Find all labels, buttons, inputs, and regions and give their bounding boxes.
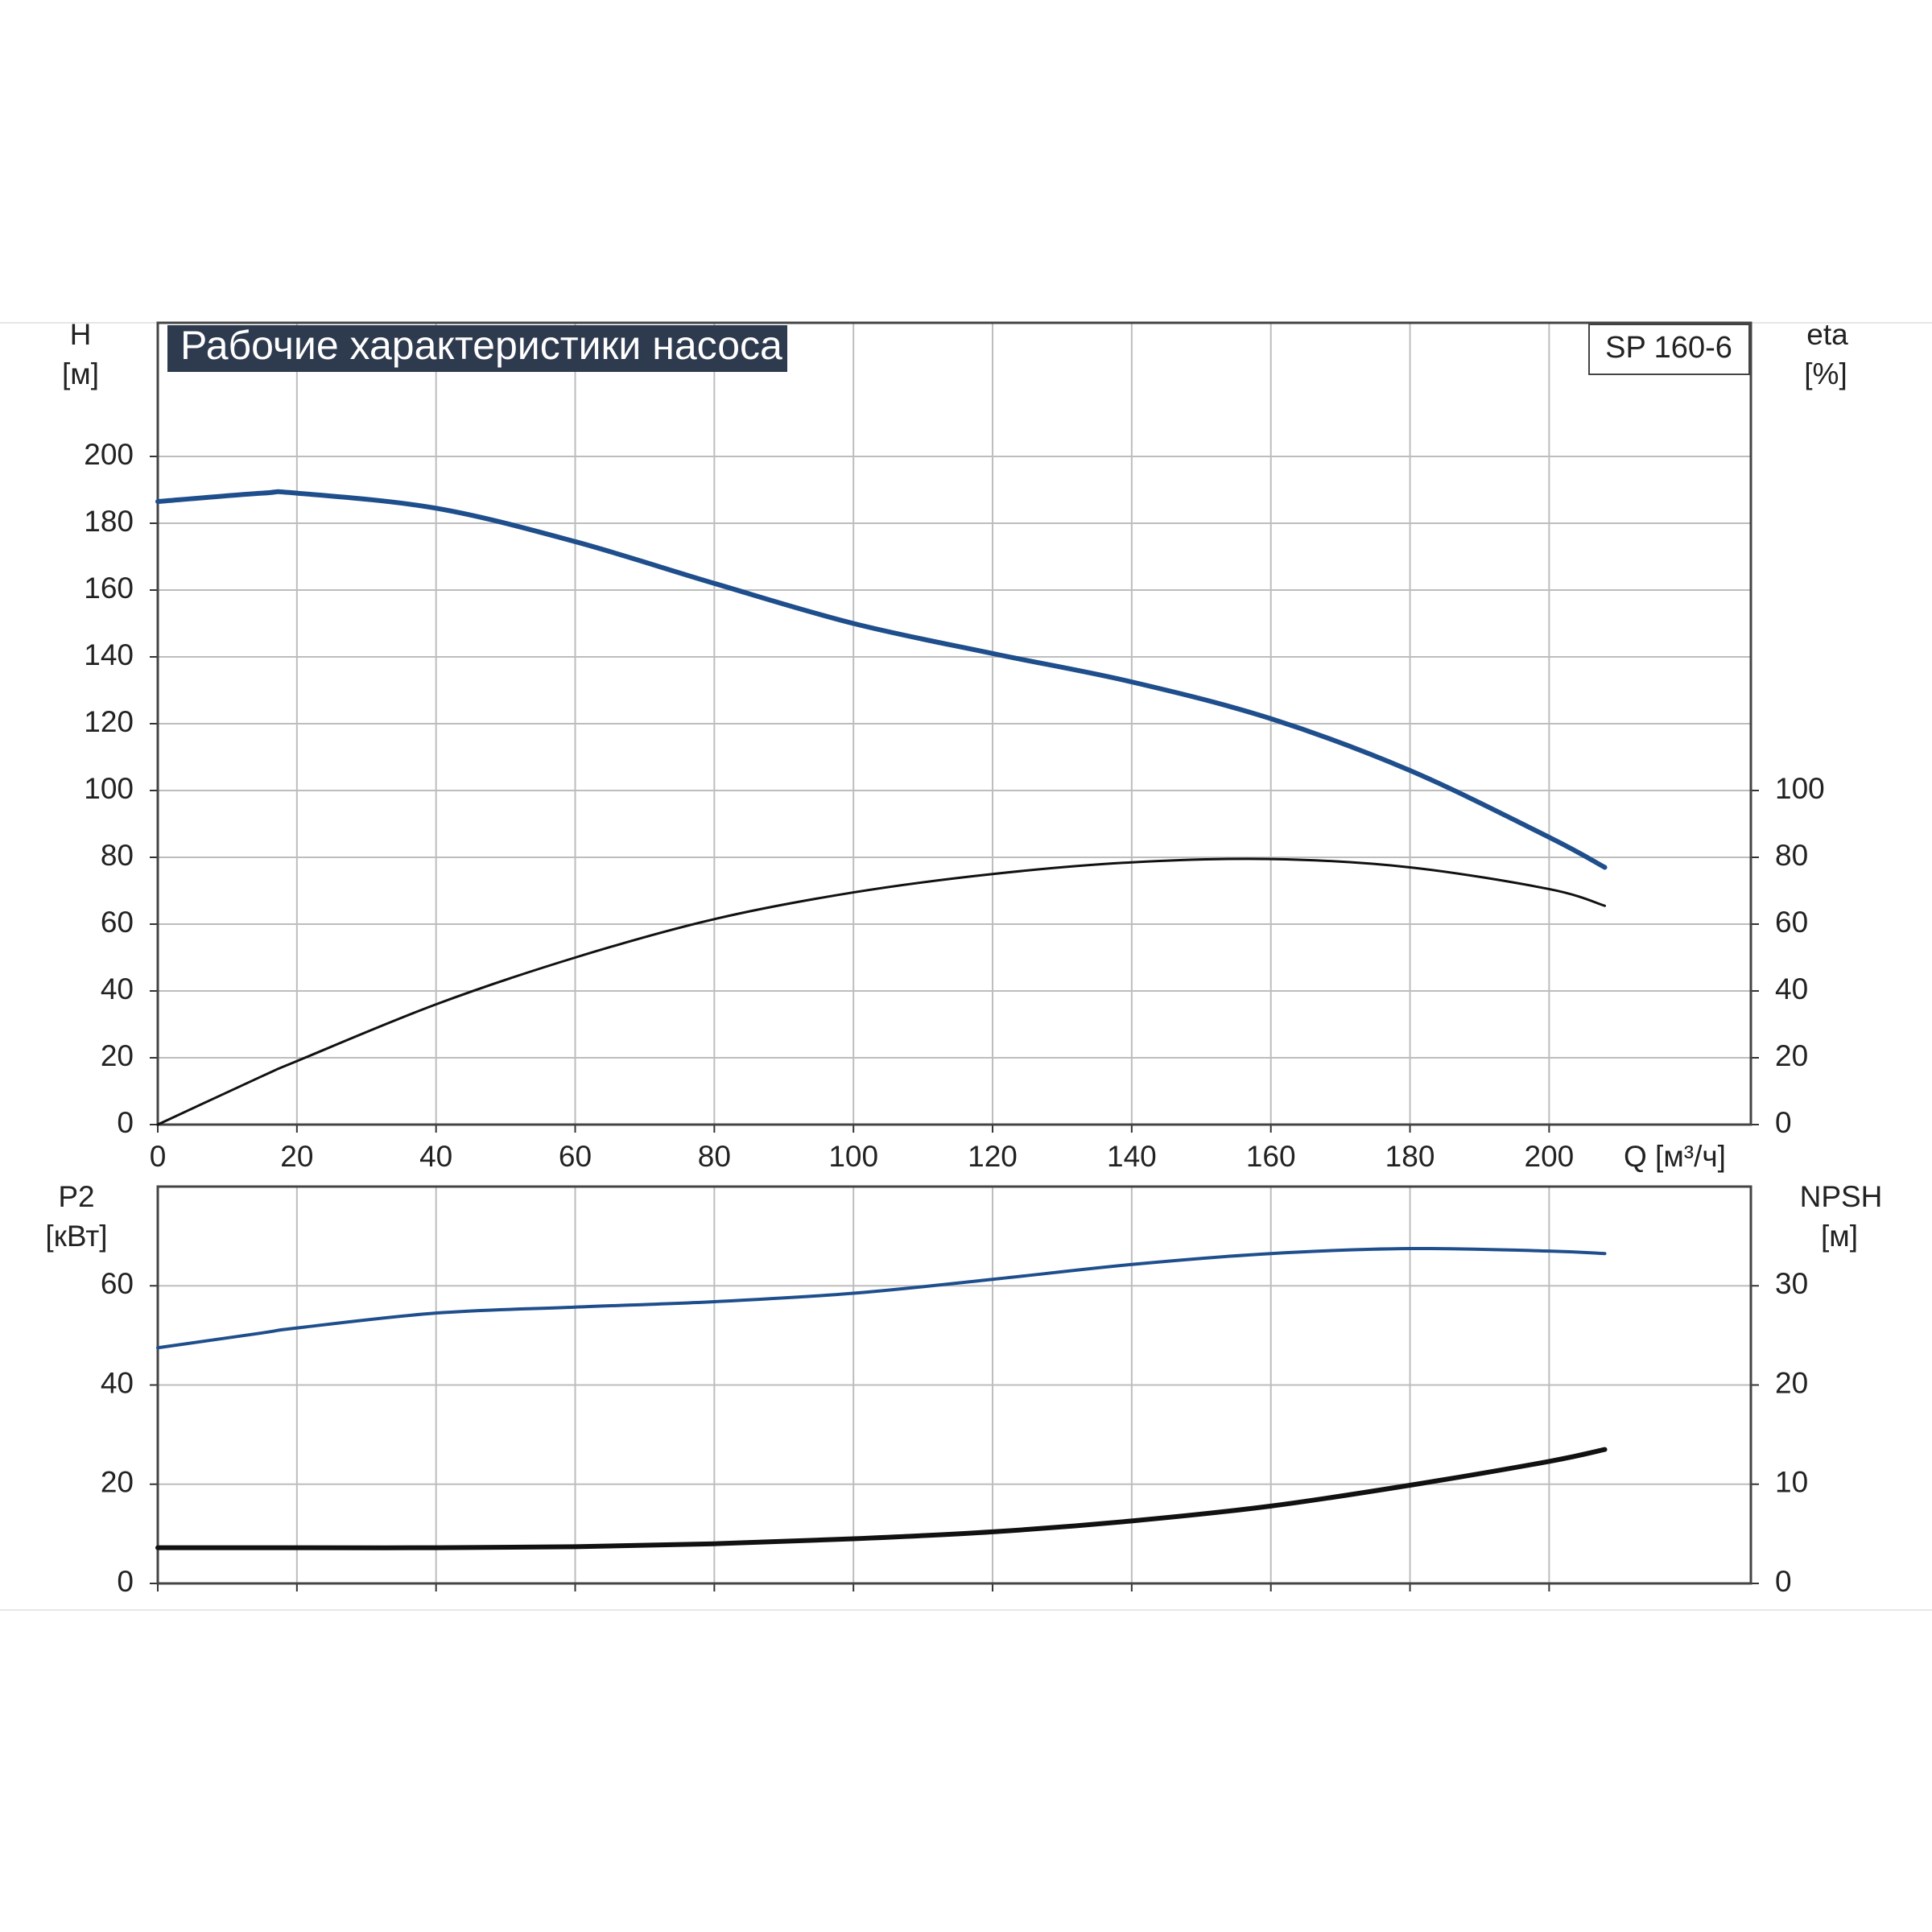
plot-frame xyxy=(156,321,1752,1126)
y-tick-label: 80 xyxy=(101,839,134,872)
y-tick-label: 60 xyxy=(101,906,134,939)
y2-tick-label: 20 xyxy=(1775,1366,1808,1399)
y-tick-label: 0 xyxy=(117,1565,134,1598)
y2-tick-label: 100 xyxy=(1775,772,1825,805)
model-label: SP 160-6 xyxy=(1605,331,1732,365)
y-tick-label: 120 xyxy=(84,705,134,738)
y-tick-label: 40 xyxy=(101,1366,134,1399)
y2-tick-label: 0 xyxy=(1775,1565,1792,1598)
y-tick-label: 160 xyxy=(84,572,134,605)
y2-axis-label: NPSH xyxy=(1800,1180,1883,1213)
x-tick-label: 180 xyxy=(1385,1140,1435,1173)
y2-axis-unit: [м] xyxy=(1821,1220,1858,1253)
y2-axis-label: eta xyxy=(1806,318,1848,351)
y-tick-label: 20 xyxy=(101,1466,134,1499)
plot-frame xyxy=(156,1185,1752,1585)
y2-tick-label: 80 xyxy=(1775,839,1808,872)
y2-tick-label: 10 xyxy=(1775,1466,1808,1499)
x-tick-label: 100 xyxy=(828,1140,878,1173)
y-axis-unit: [м] xyxy=(62,357,99,390)
y-axis-unit: [кВт] xyxy=(45,1220,107,1253)
x-tick-label: 40 xyxy=(419,1140,452,1173)
y2-tick-label: 0 xyxy=(1775,1106,1792,1139)
y-tick-label: 100 xyxy=(84,772,134,805)
x-tick-label: 160 xyxy=(1246,1140,1296,1173)
y-axis-label: P2 xyxy=(58,1180,94,1213)
y2-tick-label: 30 xyxy=(1775,1267,1808,1300)
x-tick-label: 120 xyxy=(968,1140,1018,1173)
x-axis-label: Q [м³/ч] xyxy=(1624,1140,1726,1173)
plots: 0 20 40 60 80 100 120 140 160 180 2000204060801001… xyxy=(84,321,1825,1598)
x-tick-label: 60 xyxy=(559,1140,592,1173)
y2-tick-label: 40 xyxy=(1775,972,1808,1005)
y-tick-label: 200 xyxy=(84,438,134,471)
title-box xyxy=(167,325,787,372)
curve xyxy=(156,1246,1607,1350)
y-tick-label: 60 xyxy=(101,1267,134,1300)
y-tick-label: 20 xyxy=(101,1039,134,1072)
curve xyxy=(156,857,1607,1126)
y-tick-label: 40 xyxy=(101,972,134,1005)
curve xyxy=(155,1447,1608,1550)
y-tick-label: 140 xyxy=(84,638,134,671)
x-tick-label: 20 xyxy=(280,1140,313,1173)
y-axis-label: H xyxy=(70,318,92,351)
chart-title: Рабочие характеристики насоса xyxy=(180,323,782,368)
y2-tick-label: 60 xyxy=(1775,906,1808,939)
curve xyxy=(155,489,1608,870)
x-tick-label: 80 xyxy=(698,1140,731,1173)
x-tick-label: 200 xyxy=(1525,1140,1575,1173)
y2-tick-label: 20 xyxy=(1775,1039,1808,1072)
x-tick-label: 0 xyxy=(150,1140,167,1173)
y2-axis-unit: [%] xyxy=(1804,357,1847,390)
model-box xyxy=(1588,324,1750,375)
y-tick-label: 0 xyxy=(117,1106,134,1139)
y-tick-label: 180 xyxy=(84,505,134,538)
x-tick-label: 140 xyxy=(1107,1140,1157,1173)
